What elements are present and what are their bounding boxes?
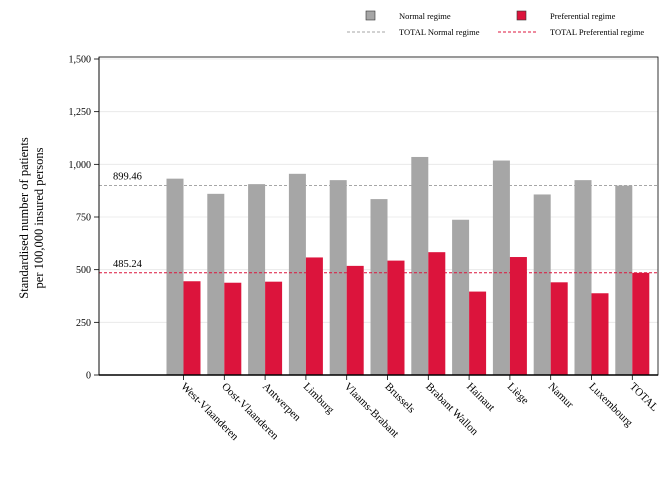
bar-preferential-5 (387, 260, 405, 375)
bar-normal-10 (574, 180, 592, 375)
y-tick-label: 0 (86, 371, 91, 382)
legend: Normal regime Preferential regime TOTAL … (347, 10, 644, 37)
bar-preferential-11 (632, 272, 650, 375)
y-tick-label: 1,250 (69, 107, 92, 118)
bar-preferential-4 (346, 265, 364, 375)
bar-normal-0 (166, 178, 184, 375)
y-tick-label: 500 (76, 265, 91, 276)
legend-label-total-preferential: TOTAL Preferential regime (550, 27, 644, 37)
bar-normal-7 (452, 219, 470, 375)
y-tick-label: 250 (76, 318, 91, 329)
bar-preferential-9 (550, 282, 568, 375)
x-tick-label: Liège (505, 381, 531, 407)
bar-normal-5 (370, 199, 388, 375)
bars (166, 156, 650, 375)
bar-preferential-2 (265, 281, 283, 375)
y-tick-label: 1,500 (69, 55, 92, 66)
bar-normal-3 (288, 173, 306, 375)
x-tick-label: Limburg (301, 381, 337, 417)
x-tick-label: Antwerpen (260, 381, 303, 424)
bar-normal-6 (411, 156, 429, 375)
legend-label-preferential: Preferential regime (550, 11, 616, 21)
bar-preferential-0 (183, 281, 201, 375)
y-axis: 0 250 500 750 1,000 1,250 1,500 (69, 55, 658, 382)
legend-swatch-preferential (516, 10, 527, 21)
bar-normal-4 (329, 180, 347, 375)
x-tick-label: Namur (546, 381, 576, 411)
x-tick-label: TOTAL (627, 381, 660, 414)
bar-preferential-6 (428, 252, 446, 375)
y-tick-label: 750 (76, 213, 91, 224)
bar-preferential-10 (591, 293, 609, 375)
bar-normal-1 (207, 193, 225, 375)
reference-line-label-1: 485.24 (113, 259, 143, 270)
bar-preferential-3 (305, 257, 323, 375)
legend-label-total-normal: TOTAL Normal regime (399, 27, 480, 37)
bar-preferential-8 (509, 257, 527, 375)
y-axis-label-line: per 100,000 insured persons (32, 147, 46, 288)
x-tick-label: Brussels (382, 381, 417, 416)
legend-swatch-normal (365, 10, 376, 21)
bar-preferential-7 (469, 291, 487, 375)
y-tick-label: 1,000 (69, 160, 92, 171)
bar-preferential-1 (224, 282, 242, 375)
bar-normal-9 (533, 194, 551, 375)
x-axis: West-VlaanderenOost-VlaanderenAntwerpenL… (178, 375, 661, 443)
x-tick-label: Hainaut (464, 381, 497, 414)
bar-normal-8 (492, 160, 510, 375)
bar-normal-2 (248, 184, 266, 375)
bar-normal-11 (615, 185, 633, 375)
reference-line-label-0: 899.46 (113, 172, 142, 183)
legend-label-normal: Normal regime (399, 11, 451, 21)
y-axis-label: Standardised number of patientsper 100,0… (17, 137, 46, 299)
reference-lines: 899.46 485.24 (99, 172, 658, 274)
y-axis-label-line: Standardised number of patients (17, 137, 31, 299)
